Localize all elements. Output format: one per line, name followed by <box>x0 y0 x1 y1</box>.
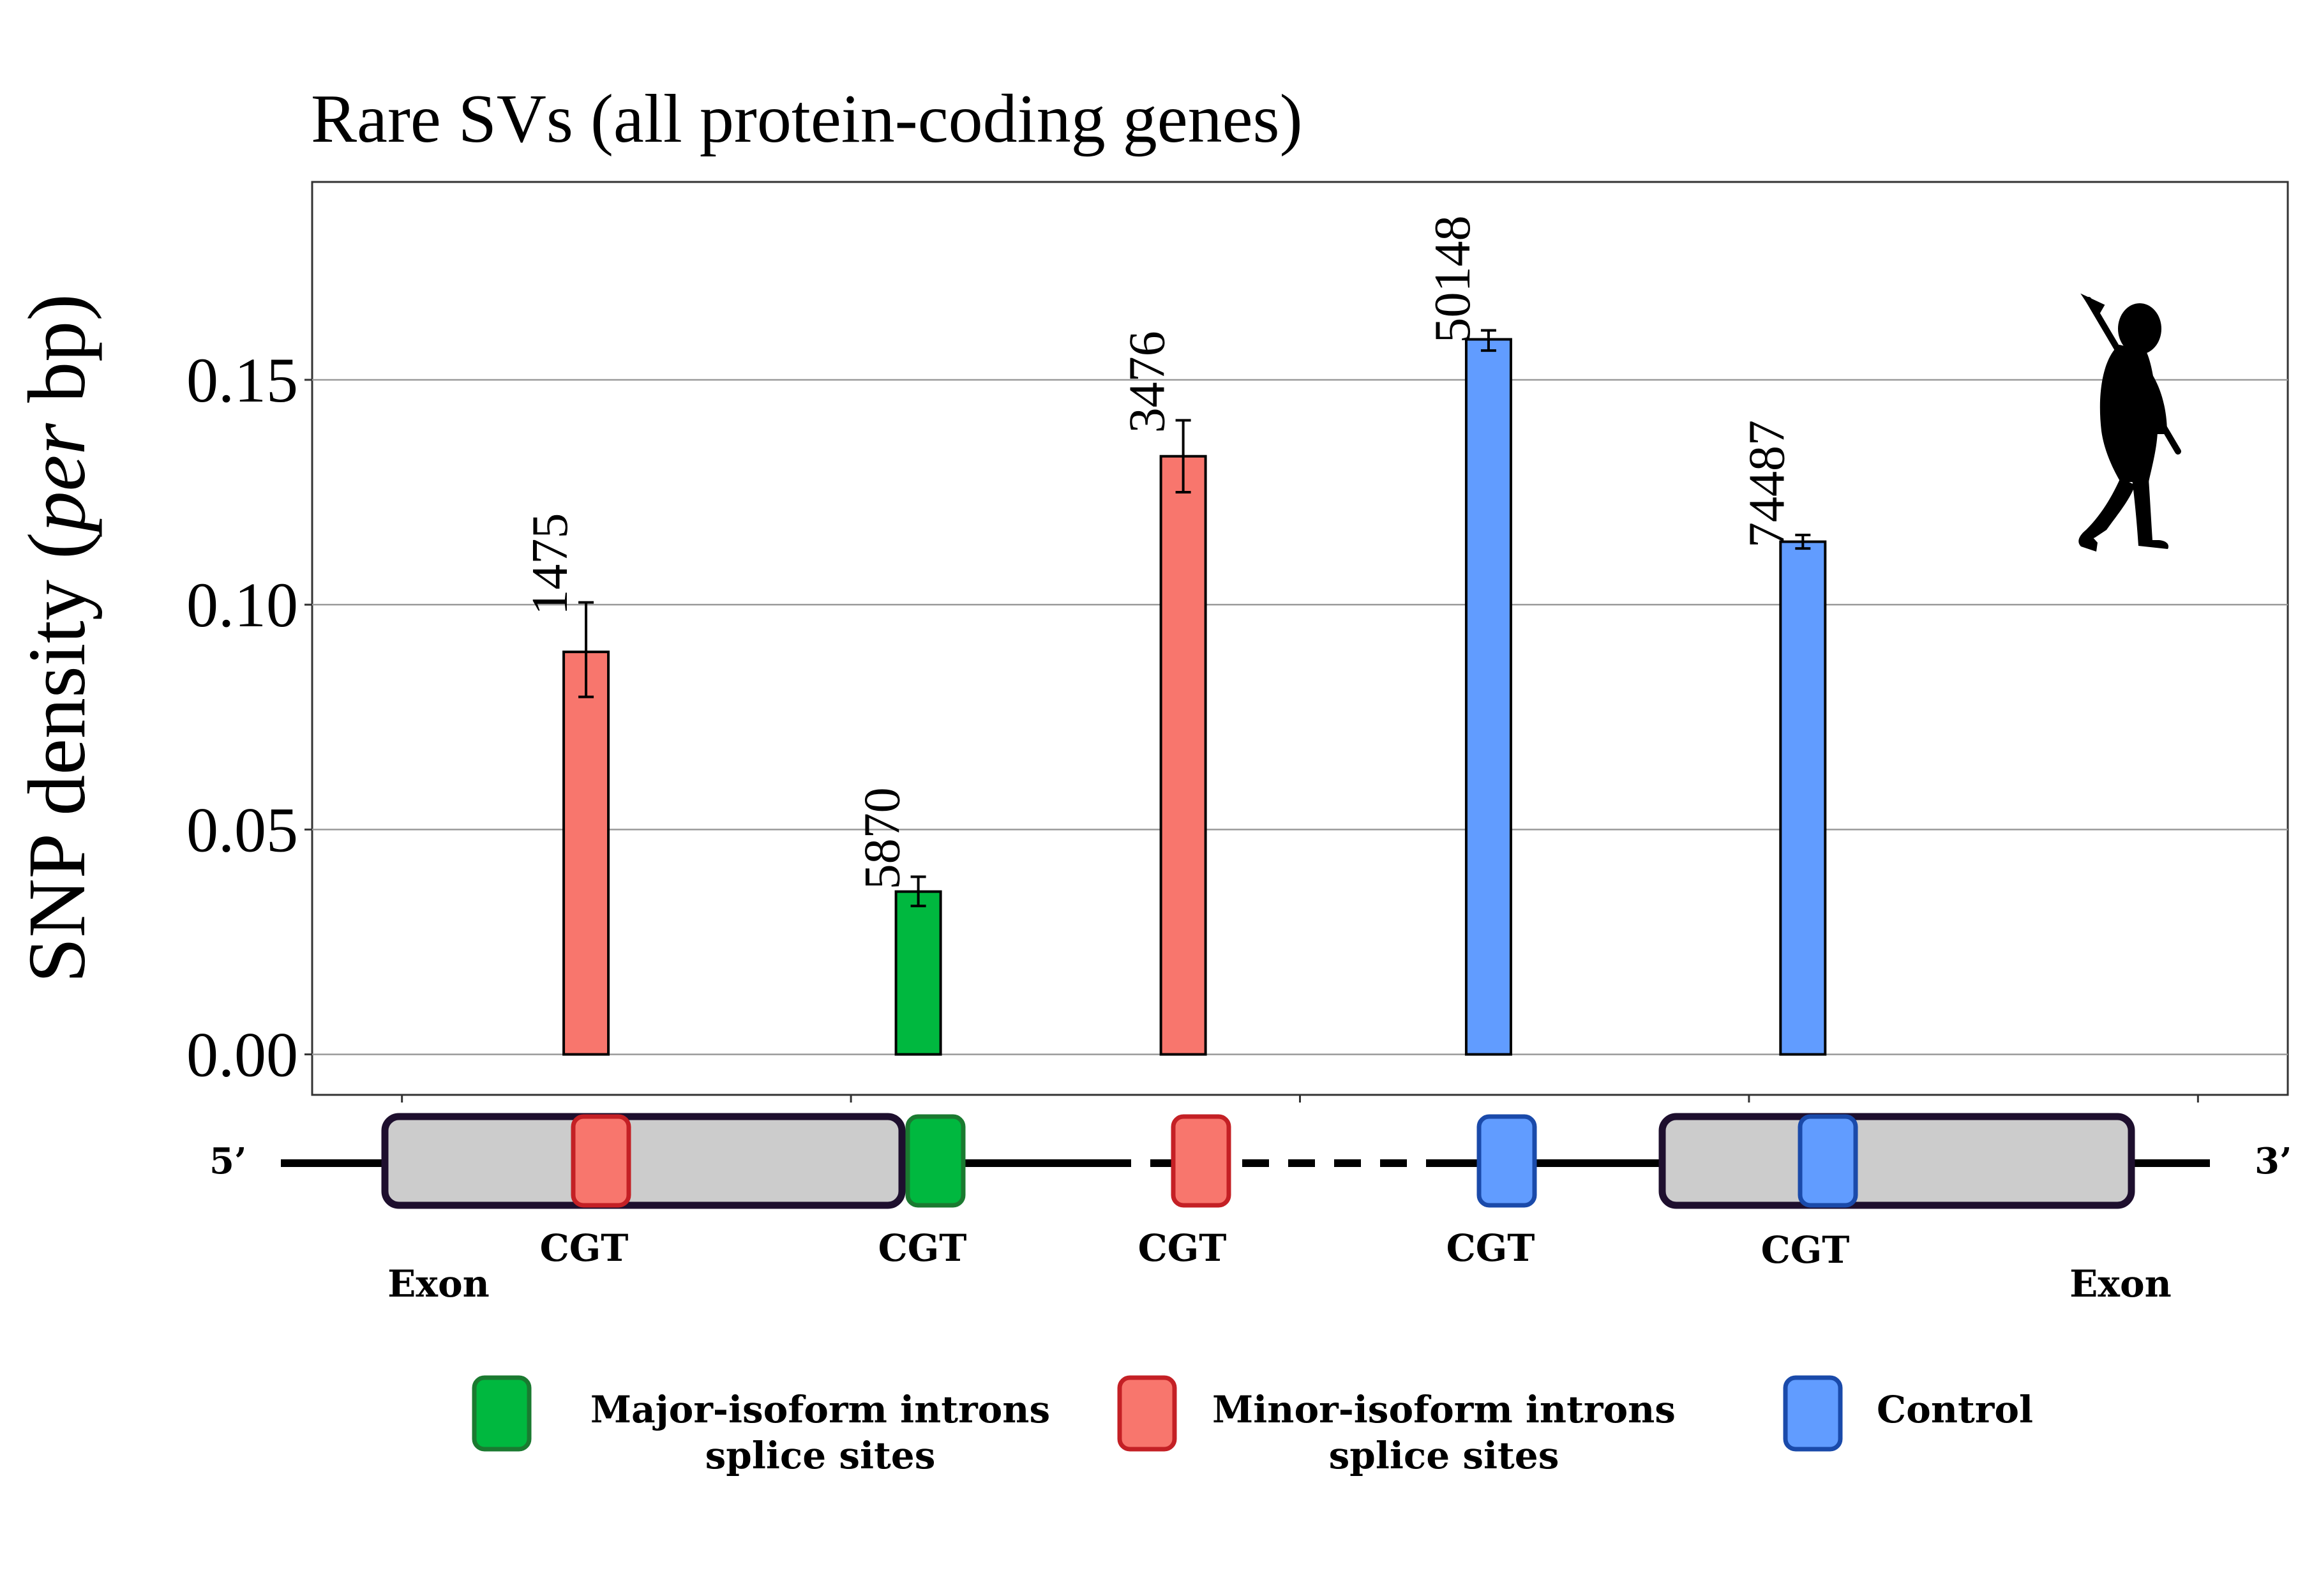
splice-site-control-2 <box>1798 1114 1858 1208</box>
y-axis-ticks: 0.00 0.05 0.10 0.15 <box>186 345 312 1090</box>
plot-panel <box>311 181 2289 1096</box>
splice-site-minor-2 <box>1171 1114 1231 1208</box>
y-tick-label: 0.05 <box>186 794 298 865</box>
y-axis-label: SNP density (per bp) <box>11 294 102 983</box>
exon-right-box <box>1658 1113 2135 1209</box>
legend-swatch-minor <box>1117 1375 1177 1452</box>
legend-major-line1: Major-isoform introns <box>590 1388 1050 1431</box>
legend-swatch-control <box>1783 1375 1843 1452</box>
splice-site-major <box>905 1114 966 1208</box>
legend-major-line2: splice sites <box>705 1434 936 1477</box>
legend: Major-isoform introns splice sites Minor… <box>472 1375 2033 1477</box>
site-label-1: CGT <box>540 1226 629 1270</box>
three-prime-label: 3’ <box>2255 1140 2292 1182</box>
gridlines <box>312 379 2288 1055</box>
exon-left-label: Exon <box>387 1262 490 1306</box>
legend-minor-line1: Minor-isoform introns <box>1212 1388 1676 1431</box>
site-label-2: CGT <box>878 1226 967 1270</box>
bar-minor <box>562 651 610 1056</box>
site-label-5: CGT <box>1761 1228 1850 1272</box>
x-axis-ticks <box>401 1095 2199 1103</box>
bar-major <box>894 890 942 1056</box>
exon-right-label: Exon <box>2069 1262 2172 1306</box>
bar-control <box>1779 540 1827 1056</box>
bars: 1475 5870 3476 50148 74487 <box>522 215 1827 1056</box>
y-tick-label: 0.15 <box>186 345 298 416</box>
y-tick-label: 0.10 <box>186 569 298 640</box>
five-prime-label: 5’ <box>209 1140 246 1182</box>
gene-structure-diagram: 5’ 3’ CGT CGT CGT CGT CGT Exon Exon <box>209 1113 2292 1306</box>
y-tick-label: 0.00 <box>186 1020 298 1090</box>
legend-minor-line2: splice sites <box>1329 1434 1559 1477</box>
site-label-4: CGT <box>1446 1226 1535 1270</box>
bar-minor <box>1159 455 1207 1056</box>
splice-site-minor-1 <box>571 1114 631 1208</box>
exon-left-box <box>381 1113 906 1209</box>
bar-count-label: 74487 <box>1739 420 1795 548</box>
bar-count-label: 5870 <box>855 787 911 889</box>
chart-title: Rare SVs (all protein-coding genes) <box>311 81 1303 157</box>
hominin-silhouette-icon <box>2078 293 2181 552</box>
legend-control-label: Control <box>1877 1388 2033 1431</box>
bar-control <box>1464 338 1512 1056</box>
bar-count-label: 3476 <box>1120 331 1176 433</box>
legend-swatch-major <box>472 1375 532 1452</box>
site-label-3: CGT <box>1138 1226 1227 1270</box>
bar-count-label: 50148 <box>1425 215 1481 343</box>
splice-site-control-1 <box>1476 1114 1537 1208</box>
bar-count-label: 1475 <box>522 513 578 615</box>
